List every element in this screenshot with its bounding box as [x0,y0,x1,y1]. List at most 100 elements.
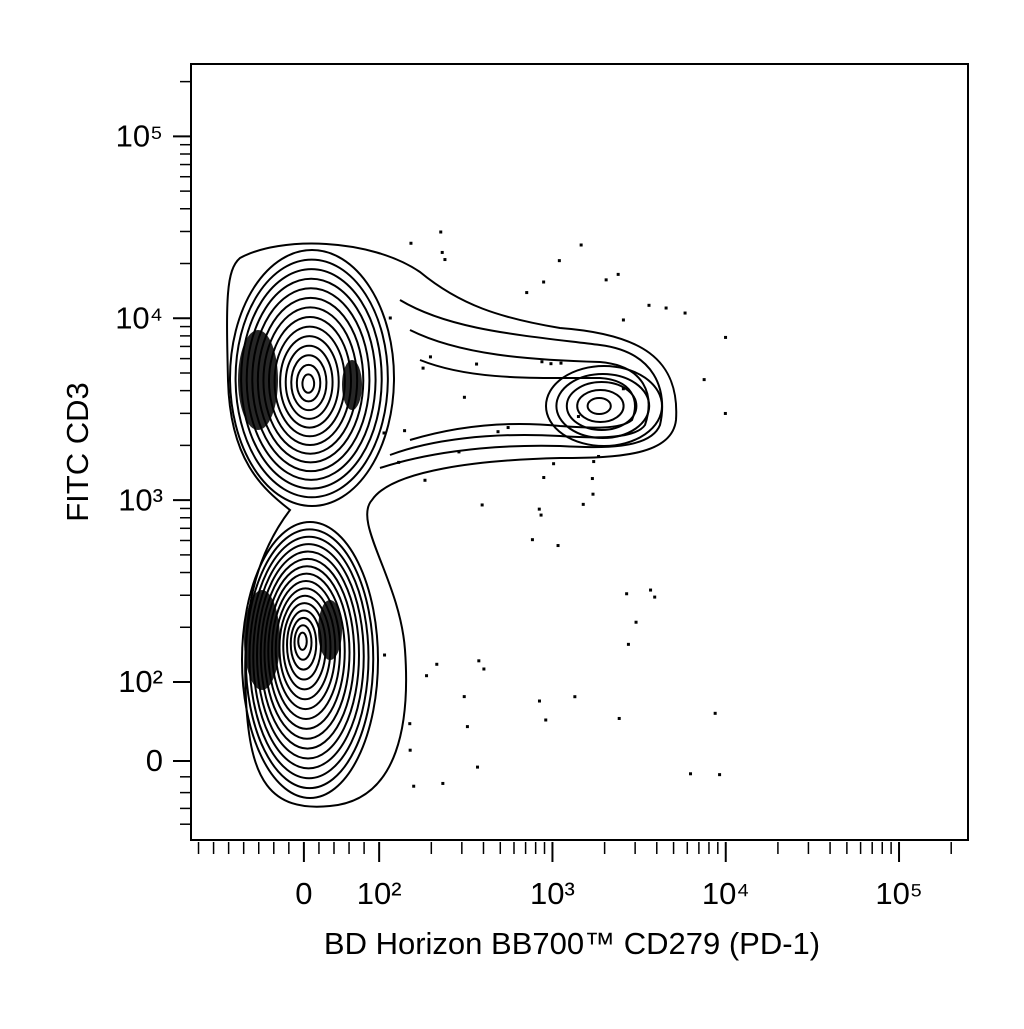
event-dot [559,361,563,365]
contour-line [284,344,334,420]
contour-plot [226,230,728,808]
event-dot [539,513,543,517]
y-tick-label: 10⁵ [116,119,163,154]
event-dot [537,507,541,511]
dense-region [342,360,362,410]
event-dot [525,291,529,295]
event-dot [718,773,722,777]
contour-line [586,397,612,415]
event-dot [482,667,486,671]
event-dot [713,711,717,715]
event-dot [621,387,625,391]
x-axis-label: BD Horizon BB700™ CD279 (PD-1) [324,926,820,961]
x-tick-label: 10³ [530,876,575,911]
contour-line [555,373,651,439]
event-dot [689,772,693,776]
contour-line [241,521,379,799]
event-dot [435,662,439,666]
event-dot [480,503,484,507]
contour-line [565,381,638,431]
event-dot [408,722,412,726]
event-dot [382,431,386,435]
event-dot [621,318,625,322]
event-dot [542,476,546,480]
event-dot [542,280,546,284]
event-dot [496,430,500,434]
x-tick-label: 0 [295,876,312,911]
event-dot [462,395,466,399]
event-dot [403,429,407,433]
contour-envelope [226,242,678,808]
event-dot [724,335,728,339]
event-dot [604,278,608,282]
contour-line [295,363,322,403]
x-tick-label: 10² [357,876,402,911]
contour-line [229,249,395,507]
y-axis-label: FITC CD3 [60,382,95,522]
contour-bridge [409,359,636,441]
event-dot [441,781,445,785]
event-dot [634,620,638,624]
contour-bridge [389,329,650,456]
event-dot [423,478,427,482]
dense-region [238,330,278,430]
event-dot [506,426,510,430]
event-dot [537,699,541,703]
x-tick-label: 10⁴ [702,876,750,911]
event-dot [408,748,412,752]
contour-line [293,624,313,661]
event-dot [540,360,544,364]
contour-line [301,373,316,394]
contour-line [297,631,308,651]
dense-region [244,590,280,690]
event-dot [457,450,461,454]
event-dot [702,378,706,382]
event-dot [579,243,583,247]
event-dot [544,718,548,722]
event-dot [530,538,534,542]
event-dot [590,477,594,481]
y-tick-label: 10³ [118,482,163,517]
event-dot [649,588,653,592]
event-dot [477,659,481,663]
event-dot [556,544,560,548]
event-dot [653,595,657,599]
contour-line [576,389,625,423]
event-dot [683,311,687,315]
event-dot [443,258,447,262]
event-dot [388,316,392,320]
event-dot [428,355,432,359]
contour-line [234,258,389,499]
contour-line [289,616,318,671]
event-dot [421,366,425,370]
event-dot [475,362,479,366]
event-dot [383,653,387,657]
event-dot [409,241,413,245]
event-dot [625,592,629,596]
event-dot [462,695,466,699]
event-dot [616,272,620,276]
event-dot [647,303,651,307]
contour-line [545,365,663,447]
y-tick-label: 0 [146,743,163,778]
dense-region [318,600,342,660]
event-dot [439,230,443,234]
event-dot [552,462,556,466]
event-dot [397,460,401,464]
contour-bridge [379,299,664,469]
event-dot [476,765,480,769]
contour-line [279,335,340,429]
y-tick-label: 10² [118,664,163,699]
event-dot [573,695,577,699]
event-dot [664,306,668,310]
event-dot [617,716,621,720]
event-dot [557,259,561,263]
event-dot [440,250,444,254]
y-tick-label: 10⁴ [115,300,163,335]
x-tick-label: 10⁵ [875,876,922,911]
event-dot [425,674,429,678]
event-dot [549,362,553,366]
event-dot [465,725,469,729]
event-dot [626,642,630,646]
